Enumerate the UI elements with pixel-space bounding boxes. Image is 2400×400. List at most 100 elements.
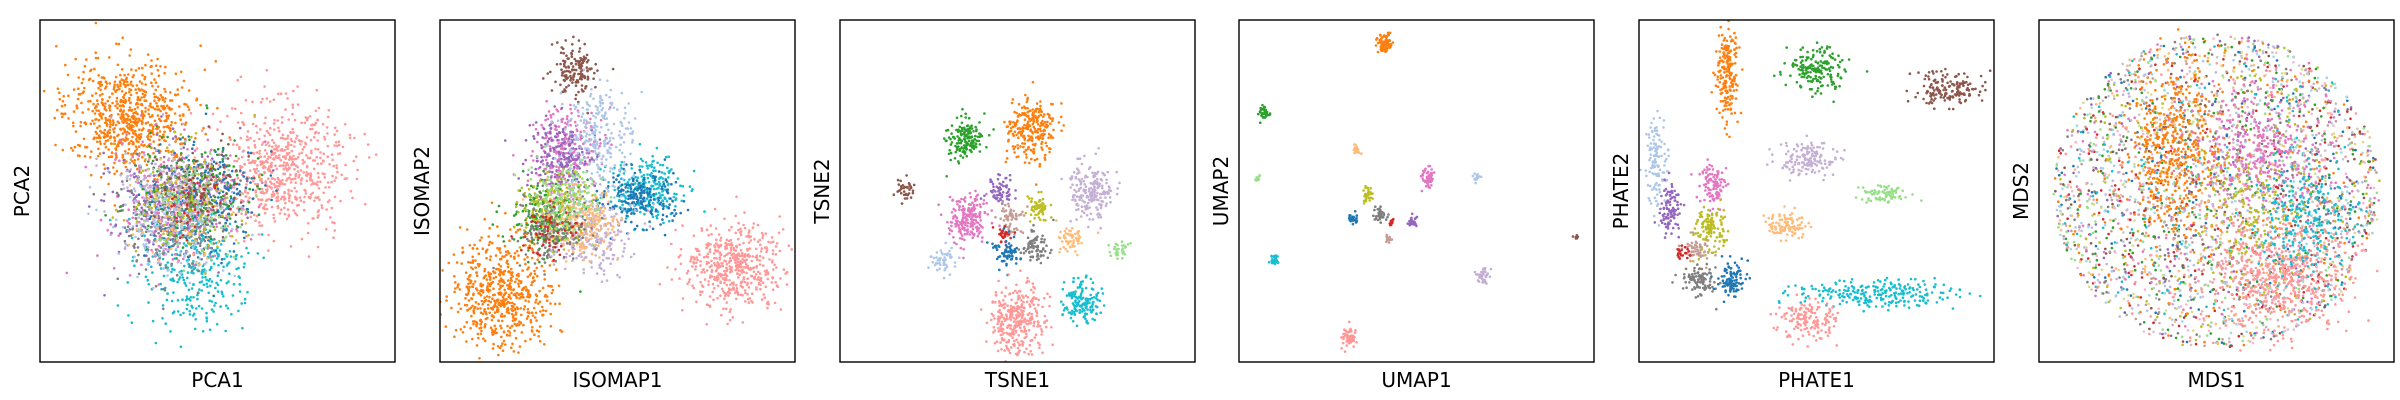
scatter-point: [526, 314, 530, 318]
scatter-point: [191, 314, 195, 317]
scatter-point: [291, 127, 295, 131]
scatter-point: [166, 274, 169, 277]
scatter-point: [249, 238, 253, 241]
scatter-point: [151, 233, 154, 236]
scatter-point: [191, 159, 195, 163]
scatter-point: [761, 236, 764, 240]
scatter-point: [469, 281, 472, 285]
scatter-point: [731, 252, 735, 256]
scatter-point: [175, 166, 179, 170]
scatter-point: [499, 304, 503, 308]
scatter-point: [233, 180, 236, 184]
scatter-point: [154, 88, 158, 92]
scatter-point: [718, 273, 721, 277]
scatter-point: [137, 154, 141, 158]
scatter-point: [122, 105, 125, 108]
scatter-point: [249, 151, 253, 155]
scatter-point: [170, 262, 173, 266]
scatter-point: [174, 181, 177, 185]
scatter-point: [750, 292, 754, 296]
scatter-point: [203, 239, 207, 243]
scatter-point: [258, 224, 262, 228]
scatter-point: [126, 186, 129, 189]
scatter-point: [771, 249, 775, 252]
scatter-point: [157, 261, 160, 265]
scatter-point: [775, 242, 779, 245]
scatter-point: [725, 262, 729, 266]
scatter-point: [251, 100, 254, 104]
scatter-point: [170, 174, 173, 177]
scatter-point: [210, 265, 213, 269]
scatter-point: [309, 174, 312, 177]
scatter-point: [174, 72, 178, 75]
scatter-point: [185, 156, 188, 159]
scatter-point: [256, 252, 260, 255]
scatter-point: [288, 199, 291, 203]
scatter-point: [178, 192, 181, 196]
scatter-point: [515, 249, 519, 253]
scatter-point: [176, 93, 180, 96]
scatter-point: [735, 289, 738, 292]
scatter-point: [155, 125, 159, 128]
scatter-point: [114, 224, 117, 228]
scatter-point: [243, 262, 246, 265]
scatter-point: [245, 179, 249, 183]
scatter-point: [749, 268, 753, 271]
scatter-point: [771, 288, 775, 292]
scatter-point: [705, 323, 708, 326]
scatter-point: [472, 309, 475, 312]
scatter-point: [464, 293, 468, 296]
scatter-point: [548, 264, 552, 267]
scatter-point: [754, 247, 758, 251]
scatter-point: [163, 87, 166, 91]
scatter-point: [273, 185, 277, 188]
scatter-point: [167, 157, 171, 160]
scatter-point: [296, 85, 299, 88]
scatter-point: [307, 222, 310, 225]
scatter-point: [730, 225, 733, 229]
scatter-point: [475, 344, 479, 347]
scatter-point: [284, 145, 288, 149]
scatter-point: [137, 193, 141, 196]
scatter-point: [511, 316, 515, 319]
scatter-point: [291, 103, 295, 106]
scatter-point: [304, 189, 307, 193]
scatter-point: [167, 114, 171, 117]
scatter-point: [312, 167, 316, 171]
scatter-point: [194, 160, 198, 163]
scatter-point: [708, 304, 712, 308]
scatter-point: [743, 280, 747, 284]
scatter-point: [284, 164, 288, 167]
scatter-point: [199, 199, 202, 202]
scatter-point: [184, 284, 188, 287]
scatter-point: [176, 173, 179, 176]
scatter-point: [113, 83, 116, 87]
scatter-point: [453, 335, 456, 339]
scatter-point: [88, 185, 92, 189]
scatter-point: [197, 263, 201, 267]
scatter-point: [152, 243, 155, 246]
scatter-point: [531, 280, 535, 284]
scatter-point: [749, 239, 753, 242]
scatter-point: [480, 329, 483, 333]
scatter-point: [256, 184, 259, 188]
scatter-point: [285, 217, 289, 221]
scatter-point: [584, 87, 587, 90]
scatter-point: [505, 302, 509, 305]
scatter-point: [571, 68, 574, 72]
scatter-point: [159, 207, 163, 211]
scatter-point: [232, 143, 235, 146]
scatter-point: [148, 104, 151, 108]
scatter-point: [183, 142, 187, 146]
scatter-point: [213, 238, 216, 241]
scatter-point: [259, 202, 263, 206]
scatter-point: [272, 158, 276, 161]
scatter-point: [157, 74, 161, 77]
scatter-point: [96, 254, 99, 257]
scatter-point: [504, 211, 507, 215]
scatter-point: [97, 74, 100, 77]
scatter-point: [245, 183, 248, 186]
scatter-point: [479, 332, 483, 336]
scatter-point: [210, 242, 213, 245]
scatter-point: [746, 297, 750, 301]
